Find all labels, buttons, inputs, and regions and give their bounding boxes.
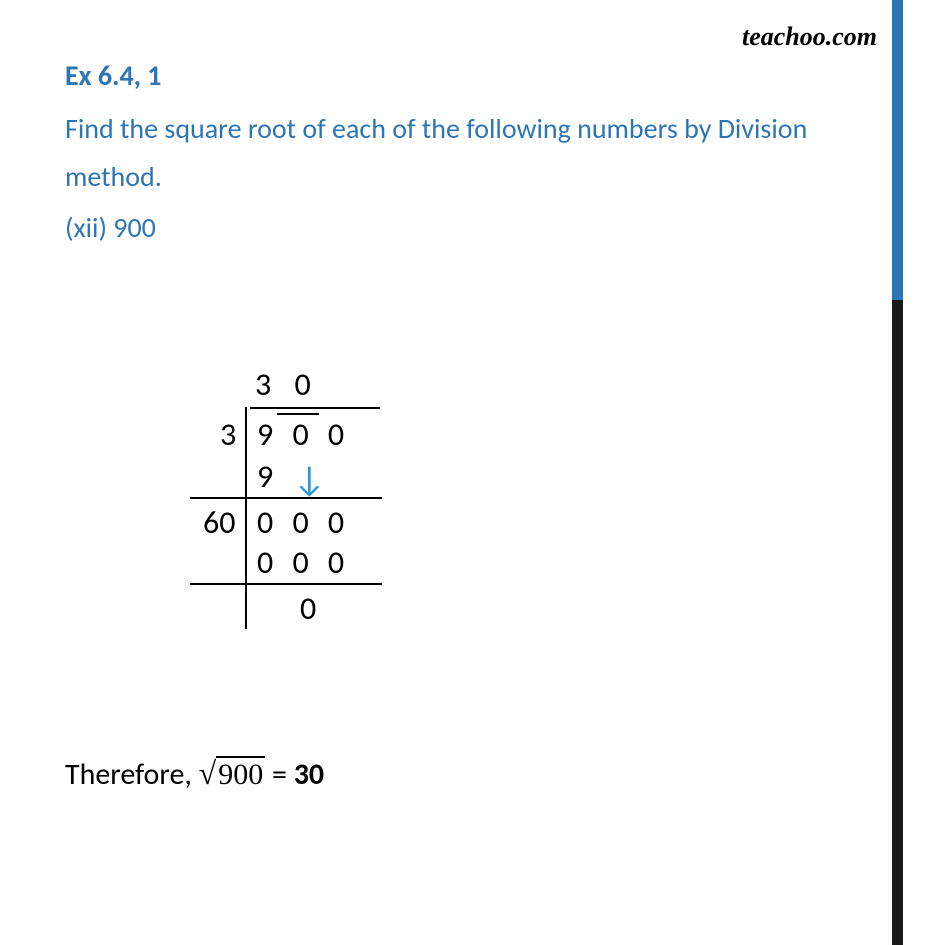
equals-text: =: [265, 756, 294, 793]
content-area: Ex 6.4, 1 Find the square root of each o…: [0, 0, 895, 833]
quotient-text: 3 0: [255, 365, 319, 404]
sqrt-radicand: 900: [216, 756, 265, 791]
question-text: Find the square root of each of the foll…: [65, 105, 830, 200]
therefore-prefix: Therefore,: [65, 756, 199, 793]
subpart-label: (xii) 900: [65, 210, 830, 245]
remainder-line1: 0 0 0: [257, 503, 350, 542]
sqrt-symbol-icon: √: [199, 755, 217, 791]
right-accent-bar-bottom: [892, 300, 903, 945]
horizontal-line2: [190, 583, 382, 585]
division-top-line: [250, 407, 380, 409]
subtract-step2: 0 0 0: [257, 543, 350, 582]
bring-down-arrow-icon: ↓: [293, 457, 326, 501]
exercise-label: Ex 6.4, 1: [65, 58, 830, 93]
watermark-text: teachoo.com: [742, 22, 877, 52]
division-vertical-line: [245, 407, 247, 629]
final-remainder: 0: [300, 589, 316, 628]
sqrt-expression: √900: [199, 755, 266, 792]
divisor-step1: 3: [220, 415, 236, 454]
conclusion-text: Therefore, √900 = 30: [65, 755, 830, 793]
subtract-step1: 9: [257, 457, 273, 496]
divisor-step2: 60: [203, 503, 235, 542]
right-accent-bar-top: [892, 0, 903, 300]
answer-value: 30: [294, 756, 324, 793]
horizontal-line1: [190, 497, 382, 499]
long-division-work: 3 0 3 9 0 0 9 ↓ 60 0 0 0 0 0 0 0: [165, 365, 425, 635]
pair-overbar: [277, 413, 319, 415]
dividend-text: 9 0 0: [257, 415, 350, 454]
